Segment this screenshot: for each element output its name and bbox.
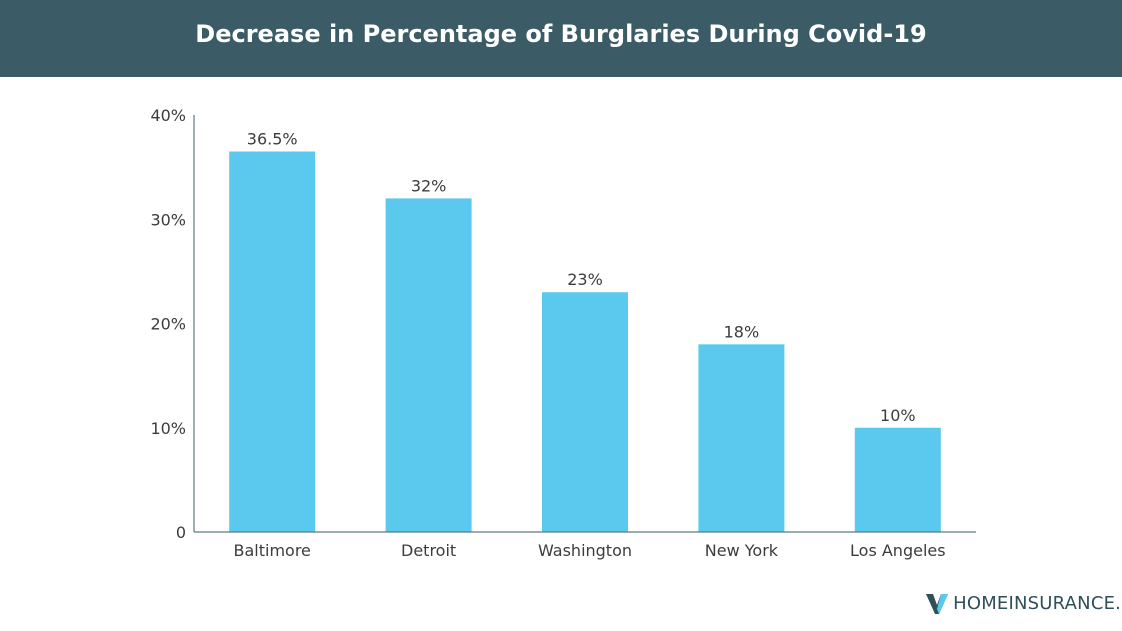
- y-tick-label: 20%: [150, 315, 186, 334]
- brand-name: HOMEINSURANCE.CO: [953, 593, 1122, 614]
- x-tick-label: Baltimore: [234, 541, 311, 560]
- y-tick-label: 0: [176, 523, 186, 542]
- x-tick-label: Detroit: [401, 541, 456, 560]
- checkmark-logo-icon: [926, 593, 948, 614]
- bar: [385, 198, 472, 532]
- bar-value-label: 23%: [567, 270, 603, 289]
- bar: [854, 427, 941, 532]
- bar-value-label: 36.5%: [247, 129, 298, 148]
- bar: [229, 151, 316, 533]
- axes: [193, 115, 976, 533]
- bar: [698, 344, 785, 532]
- bar: [542, 292, 628, 532]
- chart-header: Decrease in Percentage of Burglaries Dur…: [0, 0, 1122, 77]
- brand-logo[interactable]: HOMEINSURANCE.CO: [926, 593, 1122, 617]
- y-tick-label: 10%: [150, 419, 186, 438]
- y-axis-ticks: 0 10% 20% 30% 40%: [150, 106, 186, 542]
- x-tick-label: New York: [705, 541, 779, 560]
- x-tick-label: Washington: [538, 541, 632, 560]
- bar-value-label: 18%: [724, 322, 760, 341]
- y-tick-label: 30%: [150, 210, 186, 229]
- bar-value-label: 32%: [411, 176, 447, 195]
- x-axis-labels: Baltimore Detroit Washington New York Los An…: [234, 541, 946, 560]
- bars-group: 36.5% 32% 23% 18% 10%: [229, 129, 941, 533]
- bar-value-label: 10%: [880, 406, 916, 425]
- chart-title: Decrease in Percentage of Burglaries Dur…: [195, 20, 927, 48]
- x-tick-label: Los Angeles: [850, 541, 946, 560]
- y-tick-label: 40%: [150, 106, 186, 125]
